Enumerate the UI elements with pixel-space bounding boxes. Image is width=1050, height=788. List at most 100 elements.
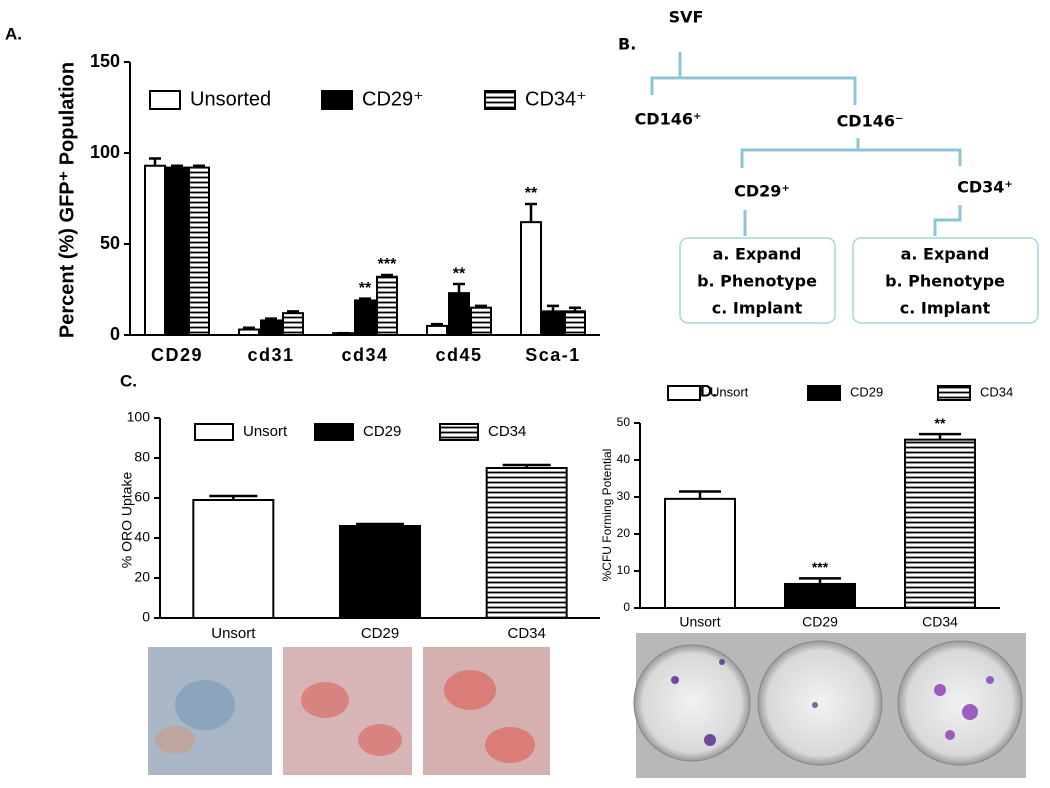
colony [945,730,955,740]
node: CD34⁺ [957,178,1013,197]
error-bar [569,306,581,312]
error-bar [547,304,559,312]
dish [633,644,751,762]
bar [564,310,586,336]
x-tick-label: CD29 [802,614,838,630]
bar [470,306,492,337]
error-bar [919,432,961,440]
node: CD146⁻ [837,112,904,131]
error-bar [243,326,255,330]
legend-swatch [314,423,354,441]
x-tick-label: CD29 [151,345,203,365]
legend-label: CD34 [980,384,1013,399]
legend-label: Unsort [710,384,749,399]
colony [671,676,679,684]
y-axis-label: % ORO Uptake [119,472,135,569]
bar [166,166,188,336]
bar [260,319,282,337]
colony [719,659,725,665]
box [679,237,836,324]
error-bar [171,164,183,168]
bar [664,497,736,610]
significance-label: *** [378,256,397,273]
dish [897,640,1023,766]
dish [757,640,883,766]
step: b. Phenotype [697,272,817,291]
bar [448,292,470,337]
legend-label: CD29⁺ [362,88,424,110]
bar [426,324,448,336]
connector [650,52,857,105]
bar [339,525,421,619]
legend-label: CD29 [850,384,883,399]
x-tick-label: CD34 [507,625,545,642]
error-bar [193,164,205,168]
legend-swatch [807,385,841,401]
y-tick-label: 50 [100,233,120,253]
legend-label: CD29 [363,423,401,440]
step: a. Expand [713,245,802,264]
node: CD146⁺ [635,110,702,129]
y-axis-label: Percent (%) GFP⁺ Population [56,62,78,338]
micrographs [148,647,550,775]
error-bar [453,282,465,294]
bar [192,499,275,619]
x-tick-label: CD34 [922,614,958,630]
bar [238,328,260,337]
colony [704,734,716,746]
legend-label: Unsorted [190,88,271,110]
photo [423,647,550,775]
diagram: B. SVF CD146⁺ CD146⁻ CD29⁺ CD34⁺ a. Expa… [618,8,1039,324]
y-tick-label: 0 [623,600,630,614]
y-tick-label: 20 [617,526,631,540]
photo-detail [485,727,535,763]
colony [986,676,994,684]
node: SVF [669,8,704,27]
error-bar [525,202,537,223]
y-tick-label: 150 [90,51,120,71]
node: CD29⁺ [734,182,790,201]
x-tick-label: Sca-1 [525,345,581,365]
legend-label: CD34⁺ [525,88,587,110]
step: c. Implant [900,299,991,318]
y-tick-label: 100 [127,409,151,425]
photo-detail [444,670,496,710]
significance-label: ** [525,185,538,202]
error-bar [502,463,551,468]
bar [542,310,564,336]
y-tick-label: 40 [134,529,150,545]
y-axis-label: %CFU Forming Potential [600,449,614,582]
x-tick-label: CD29 [361,625,399,642]
error-bar [287,310,299,314]
error-bar [356,522,404,526]
error-bar [265,317,277,321]
x-tick-label: cd31 [247,345,294,365]
error-bar [381,273,393,277]
colony [812,702,818,708]
panel-label: C. [120,371,137,390]
legend-swatch [484,90,516,110]
bar [188,166,210,336]
y-tick-label: 60 [134,489,150,505]
bar [144,164,166,336]
box [852,237,1039,324]
photo-detail [301,682,349,718]
significance-label: ** [935,415,946,431]
error-bar [799,577,841,584]
x-tick-label: Unsort [211,625,256,642]
legend-swatch [937,385,971,401]
connector [740,138,962,168]
connector [743,205,962,236]
legend-swatch [321,90,353,110]
bar [354,299,376,337]
y-tick-label: 40 [617,452,631,466]
panel-label: A. [5,24,22,43]
bar [520,221,542,336]
photo-detail [175,680,235,730]
photo-detail [155,726,195,754]
bar [485,467,568,619]
y-tick-label: 10 [617,563,631,577]
step: b. Phenotype [885,272,1005,291]
